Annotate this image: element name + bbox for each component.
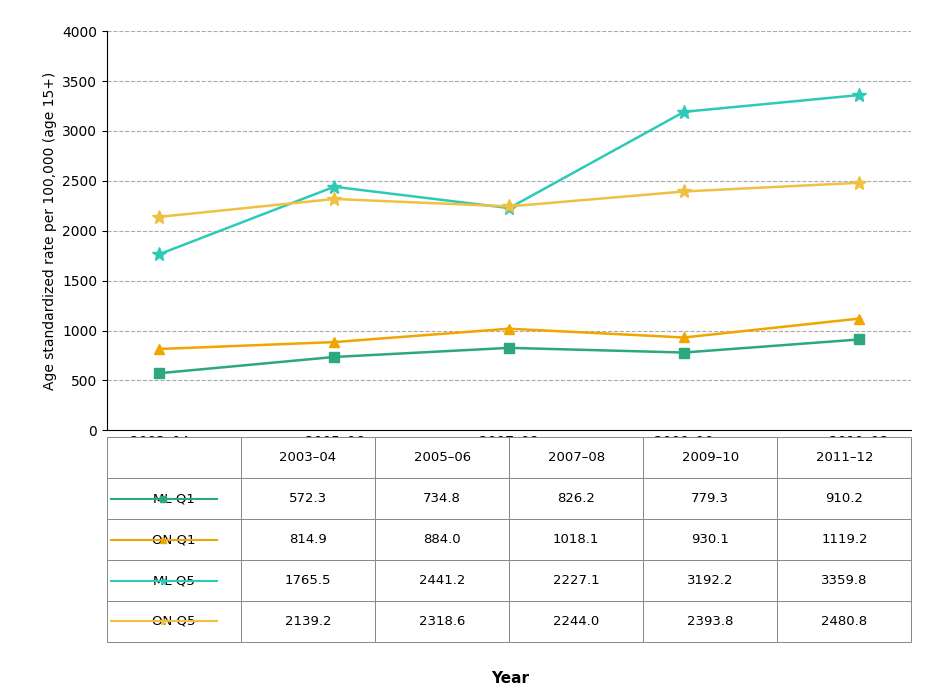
Text: Year: Year: [491, 671, 528, 686]
Y-axis label: Age standardized rate per 100,000 (age 15+): Age standardized rate per 100,000 (age 1…: [43, 71, 57, 390]
